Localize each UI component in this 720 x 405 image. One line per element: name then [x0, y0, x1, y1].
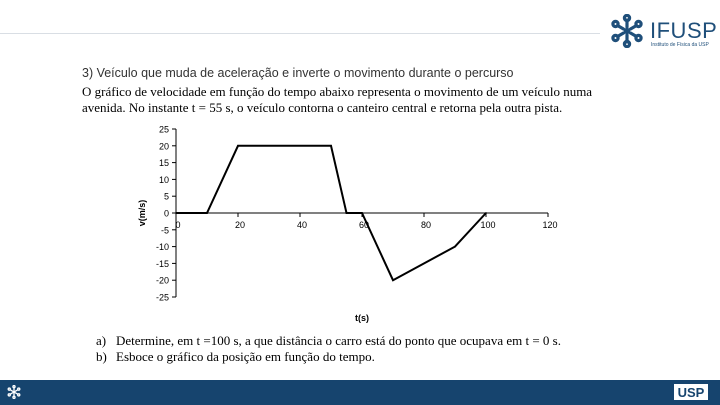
ifusp-mark-icon: [611, 14, 643, 48]
x-tick-label: 0: [175, 220, 180, 230]
question-a-label: a): [96, 333, 107, 348]
x-tick-label: 20: [235, 220, 245, 230]
problem-heading: 3) Veículo que muda de aceleração e inve…: [82, 66, 514, 80]
x-tick-label: 120: [542, 220, 557, 230]
statement-line-1: O gráfico de velocidade em função do tem…: [82, 84, 593, 99]
logo-subtitle: Instituto de Física da USP: [651, 42, 709, 48]
question-b-label: b): [96, 349, 107, 364]
data-point: [237, 144, 239, 147]
ifusp-logo: IFUSP Instituto de Física da USP: [610, 14, 717, 50]
y-tick-label: 15: [159, 158, 169, 168]
question-b: b) Esboce o gráfico da posição em função …: [96, 349, 561, 365]
logo-title: IFUSP: [650, 18, 718, 43]
data-point: [485, 212, 487, 214]
y-axis-label: v(m/s): [137, 200, 147, 227]
data-point: [345, 212, 348, 214]
data-point: [330, 144, 332, 147]
x-tick-label: 60: [359, 220, 369, 230]
data-point: [454, 245, 456, 248]
velocity-time-chart: 25 20 15 10 5 0 -5 -10 -15 -20 -25 0 20 40 60 80 100 120 v…: [137, 125, 558, 324]
usp-logo-icon: USP: [674, 384, 708, 400]
y-tick-label: 20: [159, 141, 169, 151]
question-a: a) Determine, em t =100 s, a que distânci…: [96, 333, 561, 349]
header-divider: [0, 33, 600, 34]
y-tick-label: -15: [156, 259, 169, 269]
y-tick-label: 0: [164, 209, 169, 219]
y-tick-label: -20: [156, 276, 169, 286]
data-point: [206, 212, 208, 214]
ifusp-mark-small-icon: [7, 385, 21, 399]
x-tick-label: 40: [297, 220, 307, 230]
x-axis-label: t(s): [355, 313, 369, 323]
footer-bar: USP: [0, 380, 720, 405]
question-b-text: Esboce o gráfico da posição em função do…: [116, 349, 375, 364]
y-tick-label: -10: [156, 242, 169, 252]
data-point: [361, 212, 363, 214]
y-tick-label: -5: [161, 225, 169, 235]
usp-logo-text: USP: [678, 385, 705, 400]
data-point: [175, 212, 177, 214]
x-tick-label: 80: [421, 220, 431, 230]
questions-list: a) Determine, em t =100 s, a que distânci…: [96, 333, 561, 365]
problem-statement: O gráfico de velocidade em função do tem…: [82, 84, 602, 116]
y-tick-label: 5: [164, 192, 169, 202]
data-point: [392, 279, 394, 282]
y-tick-label: -25: [156, 293, 169, 303]
y-tick-label: 25: [159, 125, 169, 135]
x-tick-label: 100: [480, 220, 495, 230]
y-tick-label: 10: [159, 175, 169, 185]
statement-line-2: avenida. No instante t = 55 s, o veículo…: [82, 100, 563, 115]
question-a-text: Determine, em t =100 s, a que distância …: [116, 333, 561, 348]
